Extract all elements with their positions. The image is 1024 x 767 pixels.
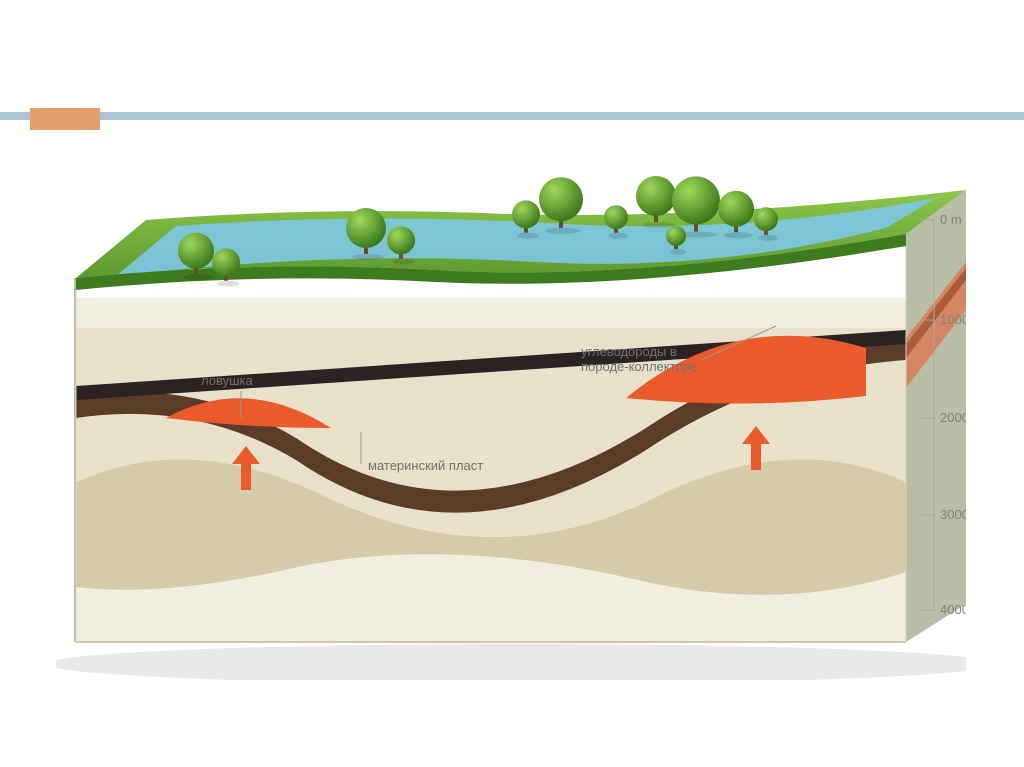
- header-bar: [0, 112, 1024, 120]
- shadow: [56, 644, 966, 680]
- geology-cross-section: 0 m 1000 m 2000 m 3000 m 4000 m ловушка углево…: [56, 150, 966, 680]
- header-accent: [30, 108, 100, 130]
- tree: [212, 248, 240, 286]
- depth-label: 0 m: [940, 212, 962, 227]
- depth-label: 1000 m: [940, 312, 966, 327]
- stratum-upper: [76, 298, 906, 328]
- callout-trap: ловушка: [201, 373, 253, 388]
- callout-hc: углеводороды в: [581, 344, 677, 359]
- callout-source: материнский пласт: [368, 458, 483, 473]
- depth-label: 2000 m: [940, 410, 966, 425]
- depth-label: 4000 m: [940, 602, 966, 617]
- callout-hc: породе-коллекторе: [581, 359, 697, 374]
- depth-label: 3000 m: [940, 507, 966, 522]
